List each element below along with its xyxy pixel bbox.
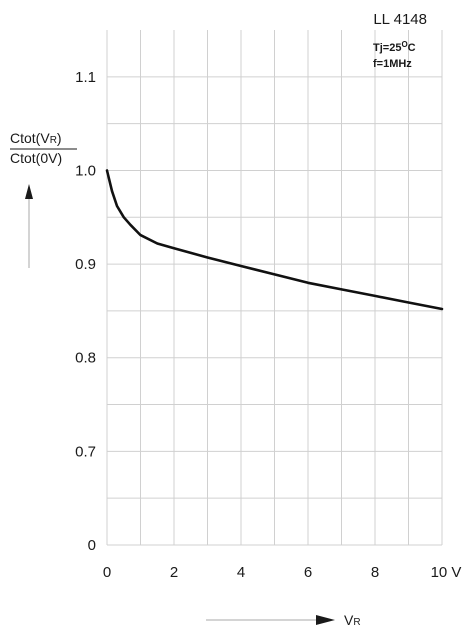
chart-title: LL 4148	[373, 11, 427, 28]
plot-area	[105, 169, 444, 311]
x-tick-label: 0	[103, 564, 111, 581]
x-tick-label: 4	[237, 564, 245, 581]
y-label-denominator: Ctot(0V)	[10, 150, 62, 166]
y-tick-label: 1.1	[75, 69, 96, 86]
y-label-numerator: Ctot(VR)	[10, 130, 62, 146]
y-tick-label: 0.7	[75, 443, 96, 460]
grid	[106, 30, 443, 546]
y-axis-arrow-head	[25, 184, 33, 199]
x-axis-arrow-head	[316, 615, 335, 625]
condition-frequency: f=1MHz	[373, 58, 412, 70]
x-tick-label: 2	[170, 564, 178, 581]
y-tick-label: 1.0	[75, 162, 96, 179]
x-label: VR	[344, 612, 361, 628]
x-axis-label: VR	[206, 612, 361, 628]
condition-temperature: Tj=25OC	[373, 40, 416, 54]
x-tick-label: 6	[304, 564, 312, 581]
y-tick-labels: 1.1 1.0 0.9 0.8 0.7 0	[75, 69, 96, 554]
series-line	[105, 169, 444, 311]
x-tick-labels: 0 2 4 6 8 10 V	[103, 564, 462, 581]
y-tick-label: 0.9	[75, 256, 96, 273]
x-tick-label: 10 V	[431, 564, 462, 581]
y-tick-label: 0.8	[75, 350, 96, 367]
x-tick-label: 8	[371, 564, 379, 581]
y-tick-label: 0	[88, 537, 96, 554]
y-axis-label: Ctot(VR) Ctot(0V)	[10, 130, 77, 268]
